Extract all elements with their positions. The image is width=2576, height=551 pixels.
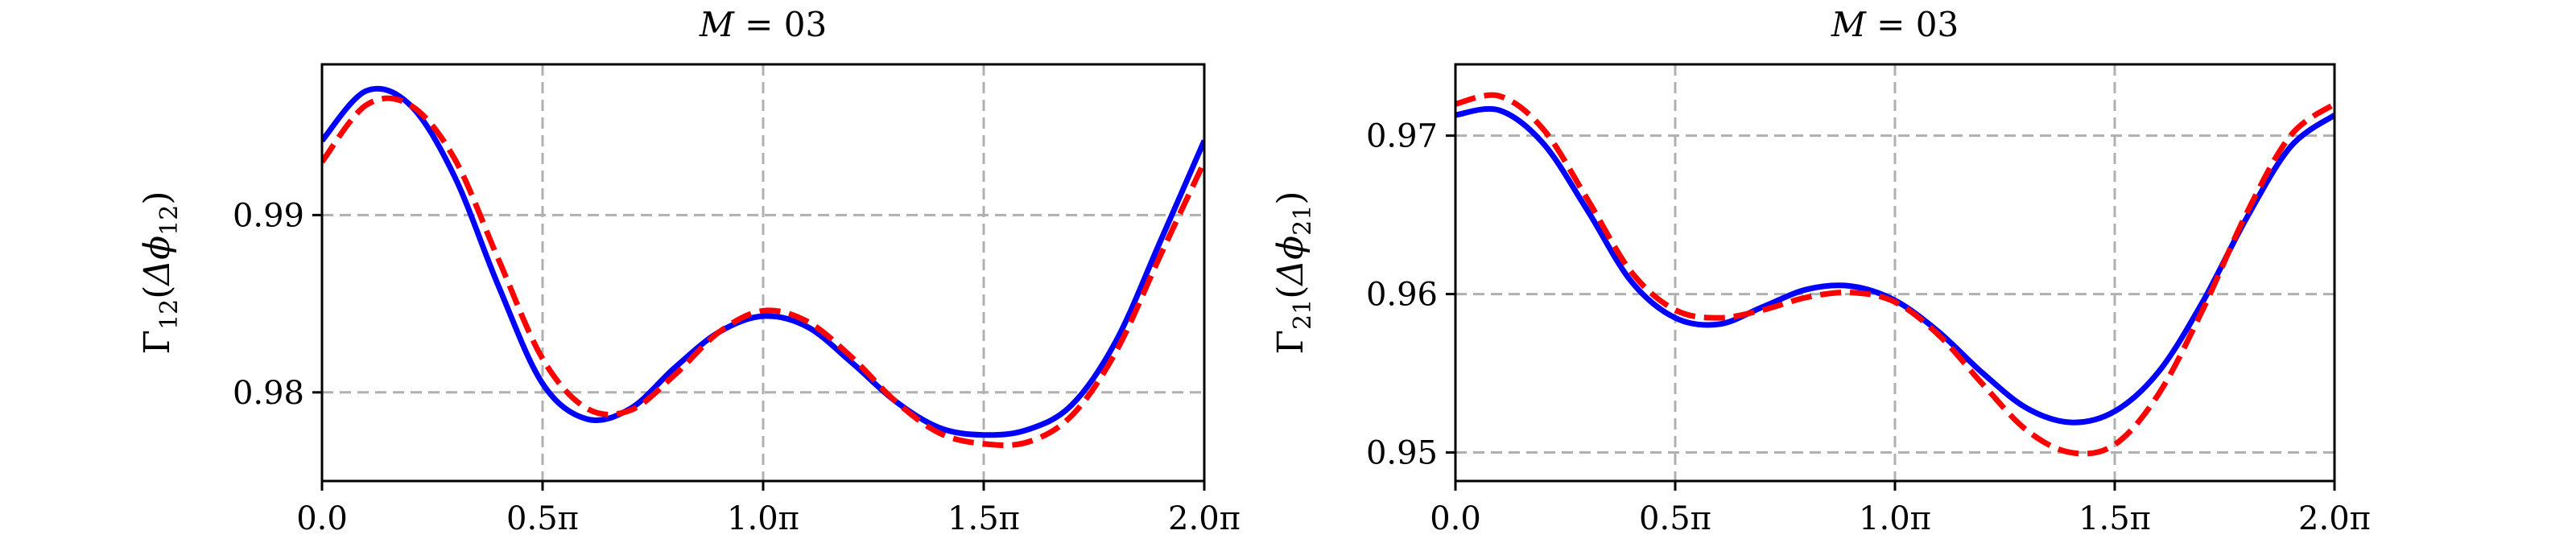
y-axis-label: Γ12(Δϕ12)	[137, 191, 184, 354]
ylabel-subscript: 12	[155, 299, 184, 330]
chart-title: M = 03	[699, 5, 827, 44]
ylabel-symbol: Γ	[137, 330, 178, 355]
chart-title: M = 03	[1831, 5, 1959, 44]
title-value: 03	[1916, 5, 1959, 44]
x-tick-label: 0.5π	[1639, 500, 1711, 537]
ylabel-paren-close: )	[1270, 191, 1311, 204]
x-tick-label: 1.0π	[727, 500, 799, 537]
title-equals: =	[734, 5, 784, 44]
title-value: 03	[784, 5, 827, 44]
chart-panel-1: 0.0 0.5π 1.0π 1.5π 2.0π0.980.99M = 03Γ12(Δϕ1…	[137, 5, 1241, 537]
x-tick-label: 1.5π	[947, 500, 1020, 537]
title-variable: M	[699, 5, 735, 44]
ylabel-argument-subscript: 21	[1289, 205, 1317, 236]
title-equals: =	[1866, 5, 1916, 44]
x-tick-label: 1.5π	[2079, 500, 2151, 537]
y-tick-label: 0.95	[1366, 435, 1438, 472]
ylabel-argument-subscript: 12	[155, 205, 184, 236]
x-tick-label: 1.0π	[1859, 500, 1931, 537]
x-tick-label: 0.0	[1430, 500, 1481, 537]
y-tick-label: 0.98	[233, 375, 304, 412]
ylabel-paren-open: (	[1270, 286, 1311, 299]
x-tick-label: 2.0π	[2298, 500, 2371, 537]
y-axis-label: Γ21(Δϕ21)	[1270, 191, 1317, 354]
chart-panel-2: 0.0 0.5π 1.0π 1.5π 2.0π0.950.960.97M = 03Γ21…	[1270, 5, 2371, 537]
x-tick-label: 2.0π	[1168, 500, 1241, 537]
y-tick-label: 0.97	[1366, 118, 1438, 155]
ylabel-symbol: Γ	[1270, 330, 1311, 355]
series-line-dashed	[1455, 92, 2334, 457]
series-line-solid	[322, 85, 1204, 438]
y-tick-label: 0.99	[233, 197, 304, 234]
ylabel-paren-close: )	[137, 191, 178, 204]
title-variable: M	[1831, 5, 1867, 44]
ylabel-argument: Δϕ	[1270, 236, 1311, 287]
ylabel-argument: Δϕ	[137, 236, 178, 287]
y-tick-label: 0.96	[1366, 277, 1438, 314]
ylabel-subscript: 21	[1289, 299, 1317, 330]
x-tick-label: 0.0	[296, 500, 348, 537]
series-line-dashed	[322, 95, 1204, 449]
ylabel-paren-open: (	[137, 286, 178, 299]
x-tick-label: 0.5π	[506, 500, 579, 537]
